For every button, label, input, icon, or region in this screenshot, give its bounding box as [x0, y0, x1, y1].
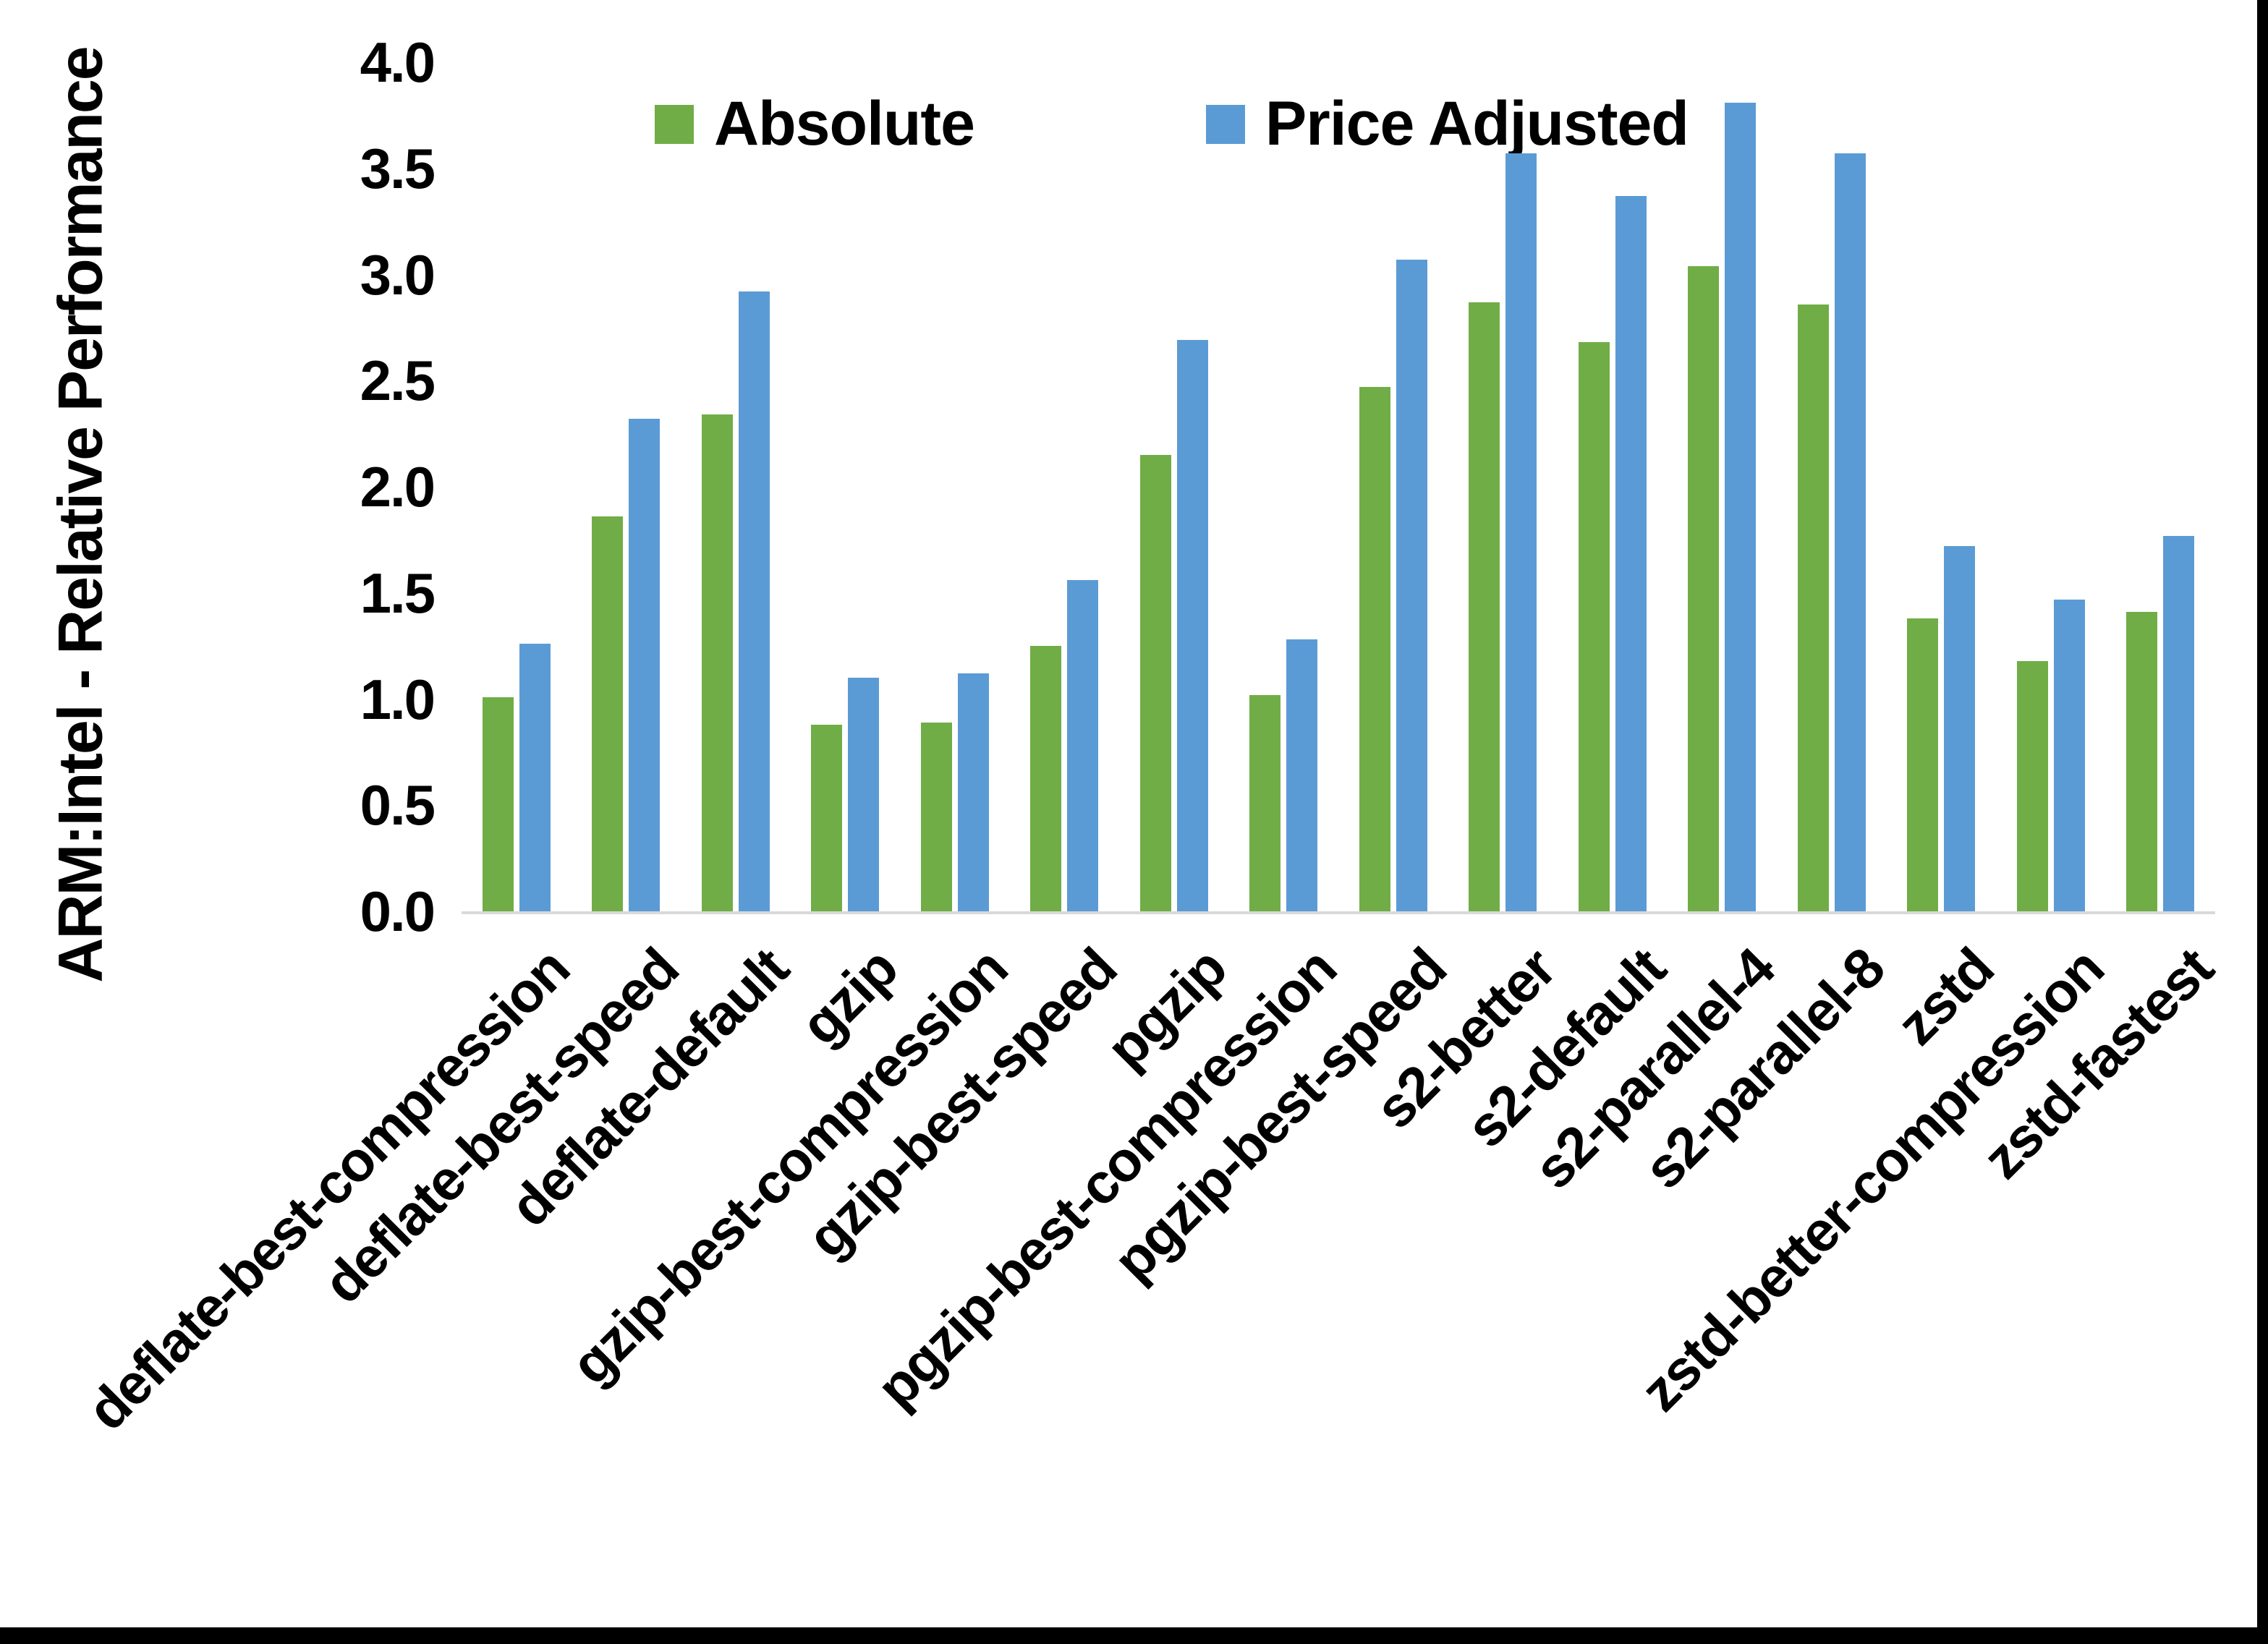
y-tick-label-1.0: 1.0	[360, 668, 436, 731]
bar-price-adjusted-s2-default	[1615, 196, 1647, 911]
bar-absolute-deflate-best-speed	[592, 516, 623, 911]
bar-price-adjusted-deflate-default	[739, 291, 770, 911]
bar-absolute-deflate-default	[702, 414, 733, 911]
legend-item-price-adjusted: Price Adjusted	[1205, 88, 1689, 160]
bar-price-adjusted-s2-parallel-8	[1835, 153, 1866, 911]
y-axis-title: ARM:Intel - Relative Performance	[46, 47, 116, 983]
y-tick-label-2.5: 2.5	[360, 349, 436, 412]
plot-area	[462, 62, 2215, 914]
bar-absolute-pgzip-best-speed	[1359, 387, 1390, 911]
bar-price-adjusted-zstd-better-compression	[2054, 600, 2085, 911]
bar-absolute-s2-default	[1579, 342, 1610, 911]
bar-price-adjusted-gzip-best-compression	[958, 673, 989, 911]
legend-swatch-price-adjusted	[1205, 104, 1245, 144]
legend: Absolute Price Adjusted	[655, 88, 1689, 160]
bar-absolute-s2-better	[1469, 302, 1500, 911]
legend-swatch-absolute	[655, 104, 694, 144]
bar-absolute-zstd-fastest	[2126, 612, 2157, 911]
bar-price-adjusted-s2-better	[1505, 153, 1537, 911]
bar-absolute-zstd	[1907, 618, 1938, 911]
y-tick-label-0.0: 0.0	[360, 880, 436, 943]
bar-absolute-zstd-better-compression	[2017, 661, 2048, 911]
bar-absolute-pgzip	[1140, 455, 1171, 911]
bar-price-adjusted-zstd-fastest	[2163, 536, 2194, 911]
bar-price-adjusted-gzip-best-speed	[1067, 580, 1098, 911]
bar-price-adjusted-s2-parallel-4	[1725, 103, 1756, 911]
bar-absolute-s2-parallel-8	[1798, 304, 1829, 911]
y-tick-label-1.5: 1.5	[360, 561, 436, 625]
bar-price-adjusted-deflate-best-compression	[519, 644, 551, 911]
screenshot-frame-bottom	[0, 1627, 2268, 1644]
bar-price-adjusted-pgzip-best-speed	[1396, 260, 1427, 911]
y-tick-label-0.5: 0.5	[360, 773, 436, 837]
legend-label-price-adjusted: Price Adjusted	[1265, 89, 1689, 158]
bar-price-adjusted-zstd	[1944, 546, 1975, 911]
bar-absolute-gzip-best-speed	[1030, 646, 1061, 911]
legend-label-absolute: Absolute	[714, 89, 975, 158]
bar-absolute-deflate-best-compression	[483, 697, 514, 911]
bar-absolute-gzip	[811, 725, 842, 911]
y-tick-label-3.0: 3.0	[360, 243, 436, 307]
bar-price-adjusted-deflate-best-speed	[629, 419, 660, 911]
screenshot-frame-right	[2257, 0, 2268, 1644]
bar-price-adjusted-pgzip-best-compression	[1286, 639, 1317, 911]
bar-price-adjusted-gzip	[848, 678, 879, 911]
y-tick-label-3.5: 3.5	[360, 137, 436, 200]
legend-item-absolute: Absolute	[655, 88, 975, 160]
bar-absolute-pgzip-best-compression	[1249, 695, 1280, 911]
bar-absolute-gzip-best-compression	[921, 723, 952, 911]
bar-price-adjusted-pgzip	[1177, 340, 1208, 911]
y-tick-label-4.0: 4.0	[360, 30, 436, 94]
y-tick-label-2.0: 2.0	[360, 455, 436, 519]
bar-absolute-s2-parallel-4	[1688, 266, 1719, 911]
